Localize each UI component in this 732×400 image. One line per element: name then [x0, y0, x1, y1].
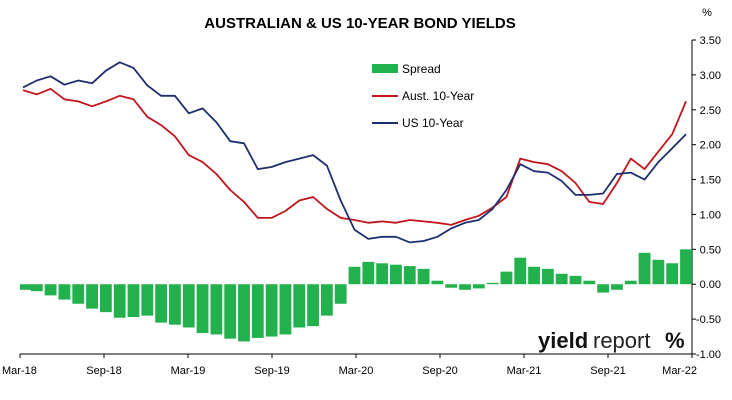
x-tick-label: Mar-22	[662, 365, 697, 377]
spread-bar	[514, 257, 527, 285]
spread-bar	[265, 284, 278, 337]
spread-bar	[624, 280, 637, 285]
spread-bar	[293, 284, 306, 328]
x-tick-label: Mar-21	[507, 365, 542, 377]
spread-bar	[445, 284, 458, 288]
spread-bar	[459, 284, 471, 290]
spread-bar	[224, 284, 237, 339]
chart-title: AUSTRALIAN & US 10-YEAR BOND YIELDS	[204, 15, 515, 32]
spread-bars	[20, 249, 692, 342]
spread-bar	[486, 282, 499, 285]
yieldreport-logo: yield report %	[538, 328, 685, 353]
legend-label-aust-10-year: Aust. 10-Year	[402, 89, 474, 103]
spread-bar	[403, 266, 416, 285]
spread-bar	[334, 284, 347, 304]
spread-bar	[44, 284, 57, 296]
spread-bar	[20, 284, 32, 290]
logo-percent-symbol: %	[665, 328, 685, 353]
spread-bar	[390, 264, 402, 285]
y-tick-label: 2.50	[700, 105, 721, 117]
y-tick-label: 1.00	[700, 209, 721, 221]
y-tick-label: 0.50	[700, 244, 721, 256]
spread-bar	[86, 284, 98, 309]
x-tick-label: Sep-19	[254, 365, 289, 377]
spread-bar	[141, 284, 154, 316]
spread-bar	[652, 259, 665, 285]
spread-bar	[113, 284, 126, 318]
aust-10-year-line	[22, 87, 687, 226]
y-unit-label: %	[702, 7, 712, 19]
x-axis: Mar-18 Sep-18 Mar-19 Sep-19 Mar-20 Sep-20 Mar-…	[2, 353, 697, 377]
spread-bar	[500, 271, 513, 285]
spread-bar	[72, 284, 85, 304]
logo-text-bold: yield	[538, 328, 588, 353]
spread-bar	[597, 284, 610, 293]
yield-lines	[22, 61, 687, 244]
spread-bar	[362, 261, 375, 285]
spread-bar	[417, 268, 430, 285]
spread-bar	[583, 280, 596, 285]
spread-bar	[348, 266, 361, 285]
spread-bar	[251, 284, 264, 338]
spread-bar	[127, 284, 140, 318]
x-tick-label: Sep-18	[86, 365, 121, 377]
spread-bar	[238, 284, 250, 342]
x-tick-label: Mar-18	[2, 365, 37, 377]
spread-bar	[611, 284, 623, 290]
spread-bar	[58, 284, 71, 300]
legend-label-us-10-year: US 10-Year	[402, 116, 464, 130]
spread-bar	[528, 266, 540, 285]
y-tick-label: 3.50	[700, 35, 721, 47]
legend-label-spread: Spread	[402, 62, 441, 76]
spread-bar	[638, 252, 651, 285]
spread-bar	[680, 249, 692, 285]
legend: Spread Aust. 10-Year US 10-Year	[372, 62, 474, 130]
y-tick-label: 2.00	[700, 140, 721, 152]
y-axis: 3.50 3.00 2.50 2.00 1.50 1.00 0.50 0.00 -0.50 -1.…	[691, 35, 721, 361]
x-tick-label: Mar-19	[171, 365, 206, 377]
spread-bar	[541, 268, 554, 285]
spread-bar	[555, 273, 568, 285]
spread-bar	[666, 263, 679, 285]
y-tick-label: -1.00	[696, 349, 721, 361]
spread-bar	[307, 284, 319, 327]
logo-text-light: report	[593, 328, 650, 353]
spread-bar	[320, 284, 333, 316]
y-tick-label: -0.50	[696, 314, 721, 326]
spread-bar	[279, 284, 292, 335]
us-10-year-line	[22, 61, 687, 244]
spread-bar	[376, 263, 389, 285]
y-tick-label: 3.00	[700, 70, 721, 82]
spread-bar	[99, 284, 112, 313]
spread-bar	[472, 284, 485, 289]
spread-bar	[210, 284, 223, 335]
spread-bar	[30, 284, 43, 292]
spread-bar	[196, 284, 209, 334]
y-tick-label: 1.50	[700, 175, 721, 187]
x-tick-label: Mar-20	[339, 365, 374, 377]
legend-swatch-spread	[372, 64, 398, 73]
spread-bar	[569, 275, 582, 285]
spread-bar	[155, 284, 168, 323]
x-tick-label: Sep-21	[590, 365, 625, 377]
spread-bar	[182, 284, 195, 328]
spread-bar	[169, 284, 181, 325]
y-tick-label: 0.00	[700, 279, 721, 291]
x-tick-label: Sep-20	[422, 365, 457, 377]
spread-bar	[431, 280, 444, 285]
